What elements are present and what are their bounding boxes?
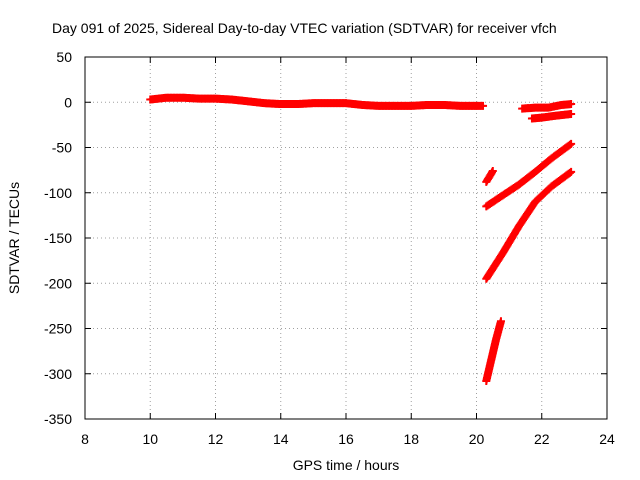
data-series-3 <box>527 110 576 123</box>
x-tick-label: 16 <box>338 431 354 447</box>
data-series-5 <box>482 139 576 211</box>
data-series-1 <box>146 93 488 110</box>
data-point <box>567 167 576 176</box>
data-point <box>488 167 497 176</box>
x-tick-label: 14 <box>273 431 289 447</box>
data-point <box>496 317 505 326</box>
x-tick-label: 18 <box>403 431 419 447</box>
data-point <box>567 100 576 109</box>
y-tick-label: -150 <box>44 230 72 246</box>
axis-ticks <box>84 56 608 420</box>
y-axis-label: SDTVAR / TECUs <box>6 182 22 294</box>
y-tick-label: -200 <box>44 275 72 291</box>
y-tick-label: -300 <box>44 366 72 382</box>
y-tick-label: -50 <box>52 140 72 156</box>
x-tick-label: 8 <box>81 431 89 447</box>
chart-title: Day 091 of 2025, Sidereal Day-to-day VTE… <box>52 20 557 36</box>
data-point <box>479 101 488 110</box>
y-tick-label: -250 <box>44 321 72 337</box>
x-tick-label: 10 <box>142 431 158 447</box>
data-point <box>567 110 576 119</box>
y-tick-label: 50 <box>56 49 72 65</box>
x-tick-label: 12 <box>208 431 224 447</box>
x-tick-label: 22 <box>534 431 550 447</box>
x-tick-labels: 8 10 12 14 16 18 20 22 24 <box>81 431 615 447</box>
data-points <box>146 93 576 385</box>
data-series-2 <box>518 100 576 113</box>
data-series-6 <box>482 167 576 283</box>
y-tick-label: 0 <box>64 94 72 110</box>
x-axis-label: GPS time / hours <box>293 457 400 473</box>
y-tick-label: -350 <box>44 411 72 427</box>
data-series-4 <box>482 167 497 186</box>
y-tick-label: -100 <box>44 185 72 201</box>
grid-lines <box>85 57 607 419</box>
x-tick-label: 20 <box>469 431 485 447</box>
y-tick-labels: 50 0 -50 -100 -150 -200 -250 -300 -350 <box>44 49 72 427</box>
data-point <box>567 139 576 148</box>
data-series-7 <box>482 317 505 385</box>
x-tick-label: 24 <box>599 431 615 447</box>
